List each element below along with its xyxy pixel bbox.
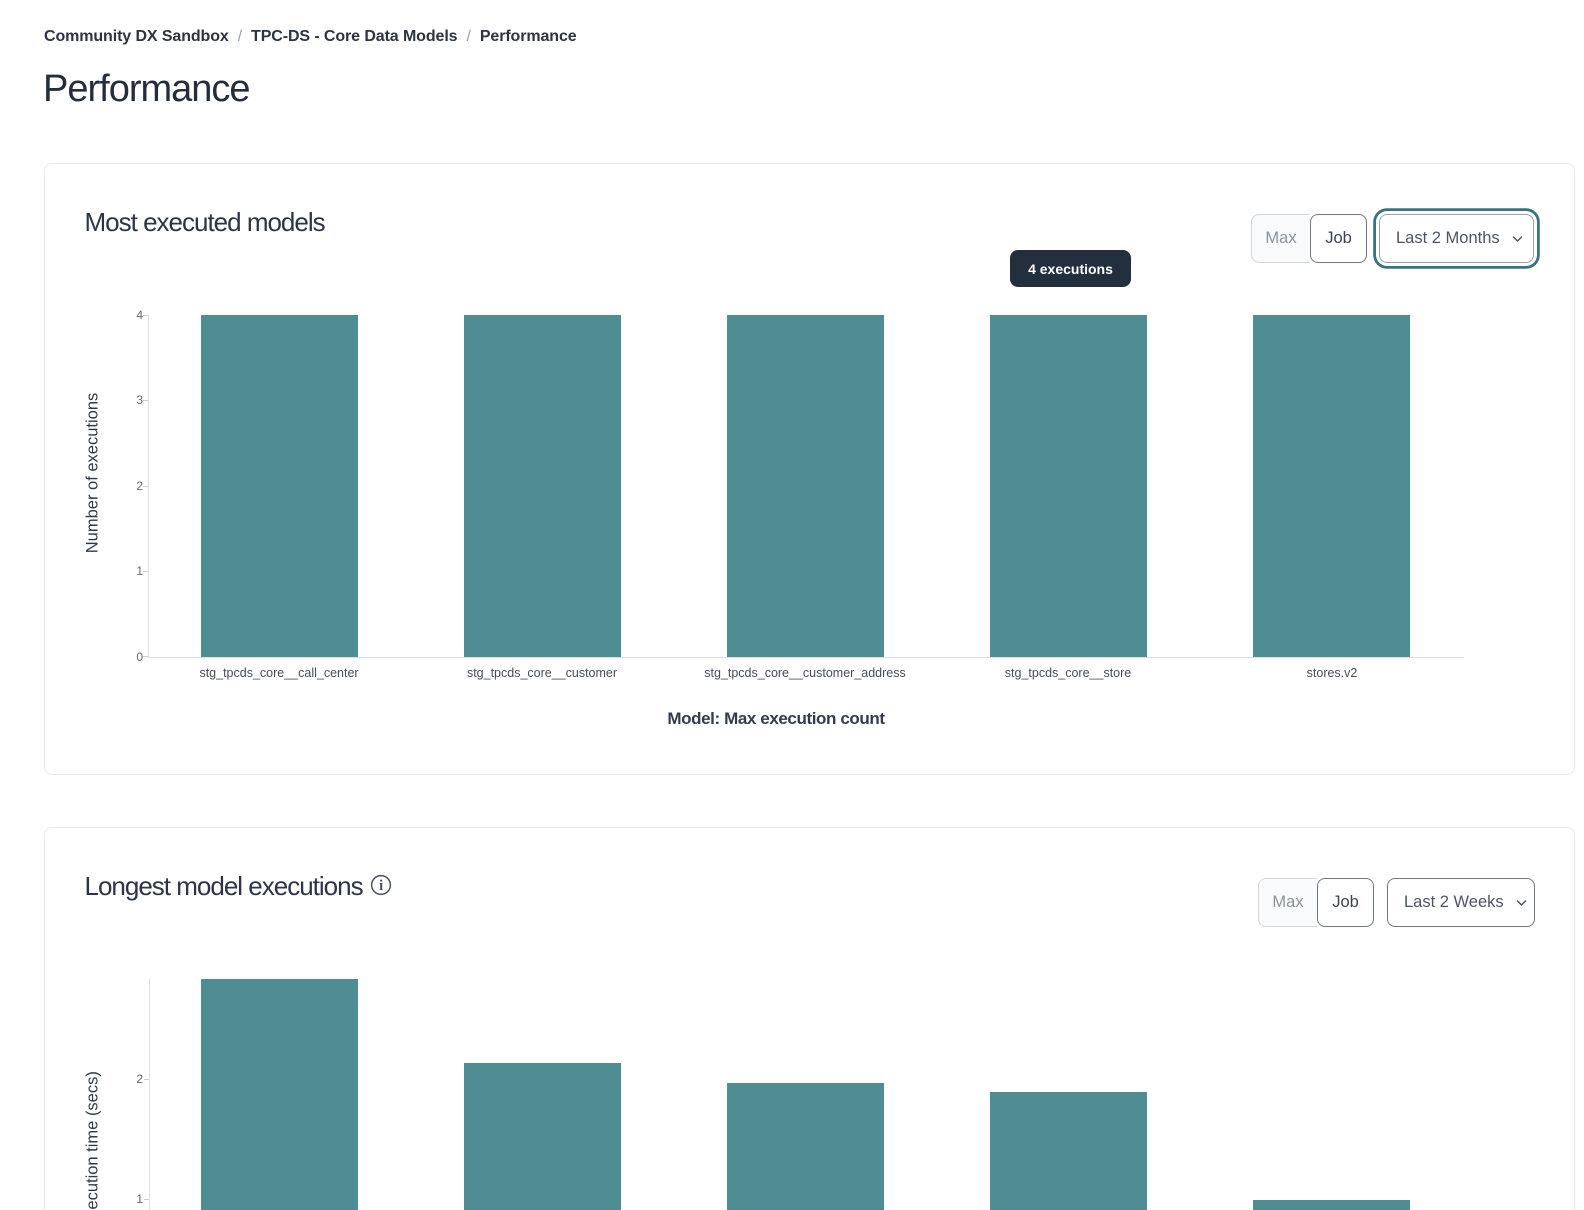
svg-text:i: i	[379, 878, 383, 894]
